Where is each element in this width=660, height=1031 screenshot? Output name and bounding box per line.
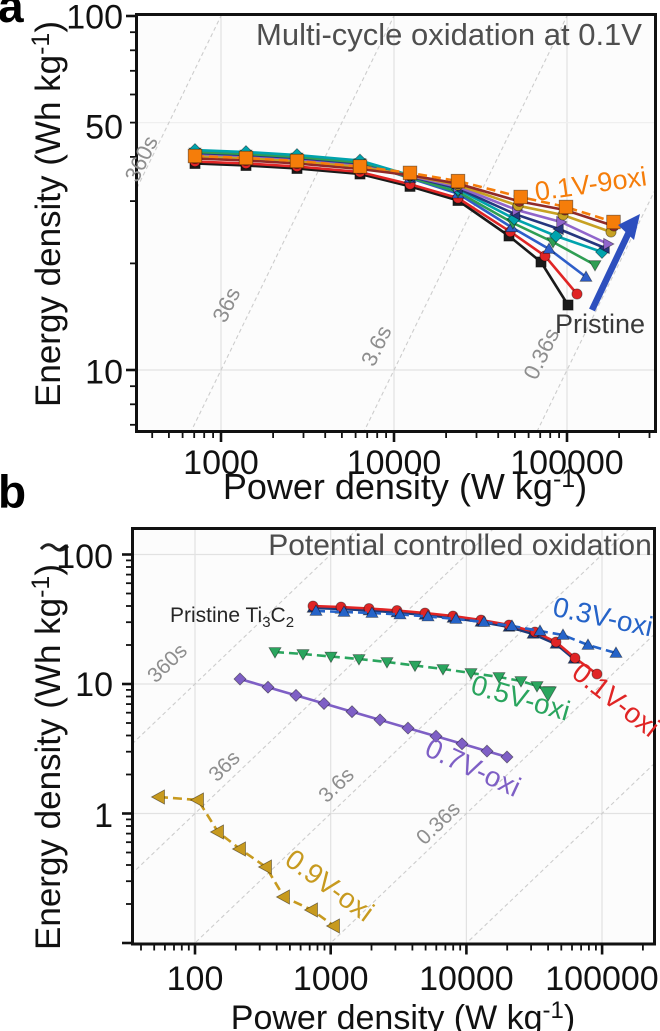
svg-text:b: b [0,466,26,518]
svg-text:Potential controlled oxidation: Potential controlled oxidation [268,529,652,562]
svg-text:10: 10 [85,354,123,392]
svg-text:Pristine Ti3C2: Pristine Ti3C2 [170,604,294,631]
svg-text:Energy density (Wh kg-1): Energy density (Wh kg-1) [27,564,68,950]
svg-text:10000: 10000 [419,960,514,998]
svg-text:Energy density (Wh kg-1): Energy density (Wh kg-1) [27,21,68,407]
svg-text:Power density (W kg-1): Power density (W kg-1) [231,997,575,1031]
svg-text:Multi-cycle oxidation at 0.1V: Multi-cycle oxidation at 0.1V [256,17,642,52]
svg-text:a: a [0,0,24,32]
svg-text:100000: 100000 [510,444,623,482]
svg-text:10: 10 [75,666,113,704]
svg-text:Pristine: Pristine [555,309,645,339]
svg-text:100000: 100000 [545,960,658,998]
svg-text:1: 1 [94,797,113,835]
svg-text:10000: 10000 [347,444,442,482]
svg-text:100: 100 [167,960,224,998]
svg-text:1000: 1000 [183,444,259,482]
svg-text:100: 100 [66,0,123,37]
svg-text:100: 100 [56,538,113,576]
svg-text:1000: 1000 [293,960,369,998]
svg-text:Power density (W kg-1): Power density (W kg-1) [223,465,587,507]
svg-text:50: 50 [85,109,123,147]
